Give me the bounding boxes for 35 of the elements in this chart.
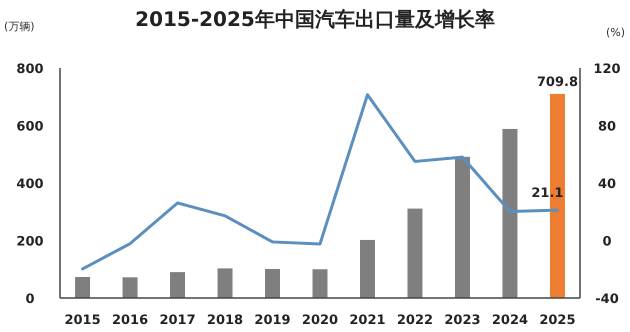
bar: [218, 268, 233, 298]
x-tick-label: 2025: [539, 313, 576, 328]
y2-tick-label: 40: [598, 177, 616, 192]
bar: [502, 128, 518, 298]
x-tick-label: 2021: [349, 313, 386, 328]
bar: [170, 272, 186, 298]
x-tick-label: 2016: [112, 313, 148, 328]
x-tick-label: 2020: [302, 313, 338, 328]
bar: [407, 208, 422, 298]
y-axis-title: (万辆): [4, 20, 35, 33]
x-tick-label: 2015: [64, 313, 101, 328]
y2-tick-label: 80: [598, 120, 616, 134]
y-tick-label: 0: [25, 292, 35, 307]
chart-title: 2015-2025年中国汽车出口量及增长率: [135, 7, 495, 31]
bar: [454, 156, 470, 298]
y2-tick-label: -40: [595, 292, 619, 307]
x-tick-label: 2024: [492, 313, 528, 328]
bar: [75, 277, 90, 298]
x-tick-label: 2019: [254, 313, 291, 328]
y2-tick-label: 0: [602, 234, 612, 250]
x-tick-label: 2023: [444, 313, 481, 328]
bar: [360, 240, 375, 298]
data-label: 709.8: [536, 74, 578, 90]
y-tick-label: 800: [16, 62, 44, 77]
bar: [265, 268, 280, 298]
x-tick-label: 2017: [159, 313, 196, 328]
y-tick-label: 200: [16, 234, 44, 250]
y2-axis-title: (%): [606, 26, 626, 39]
x-tick-label: 2018: [206, 313, 244, 328]
bar: [122, 277, 138, 298]
y-tick-label: 400: [16, 177, 44, 192]
y2-tick-label: 120: [593, 62, 621, 77]
x-tick-label: 2022: [396, 313, 434, 328]
y-tick-label: 600: [16, 120, 44, 134]
bar: [312, 269, 328, 298]
